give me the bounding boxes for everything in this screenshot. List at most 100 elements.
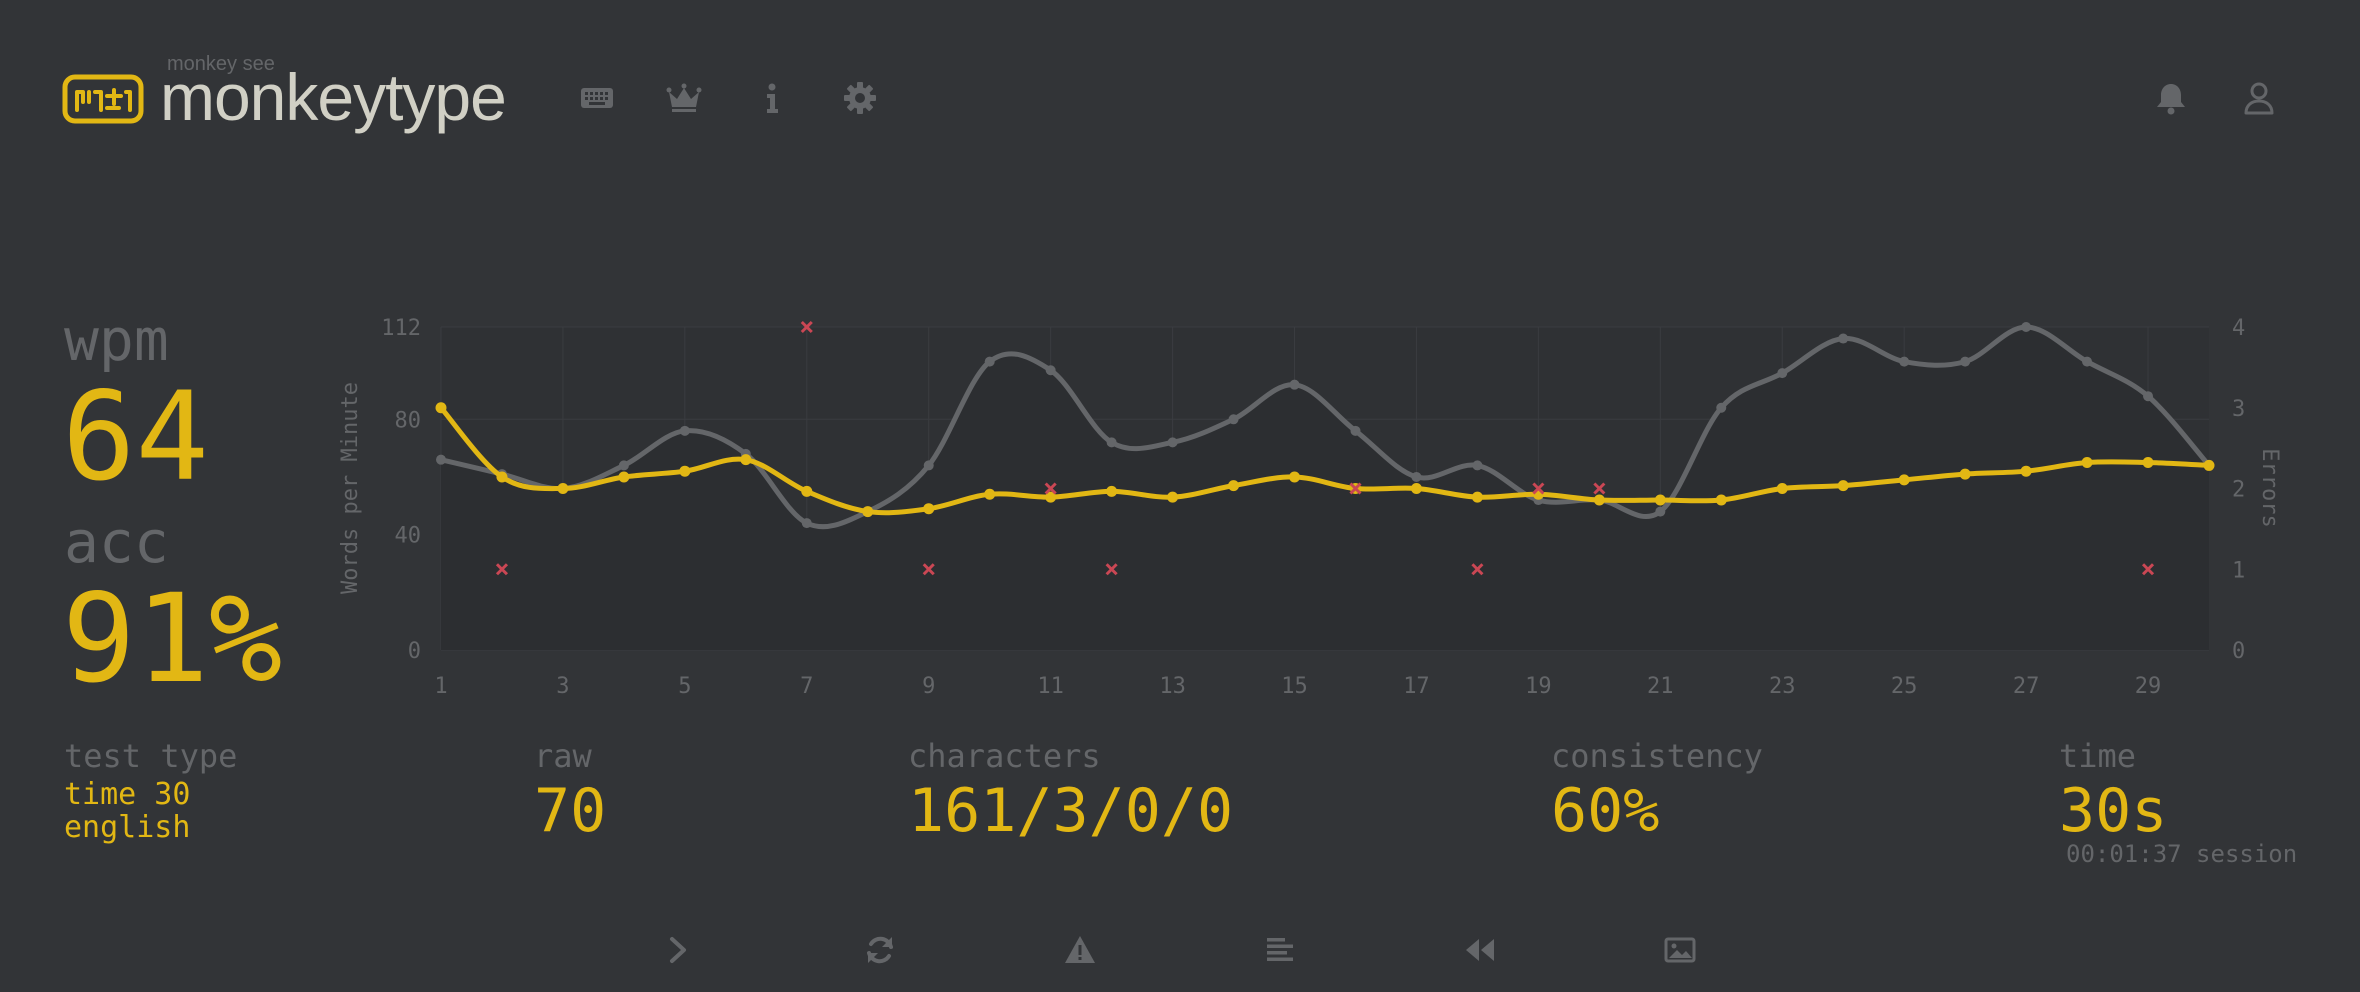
x-tick-label: 11 xyxy=(1037,674,1064,699)
raw-point xyxy=(679,425,690,436)
y-tick-label: 112 xyxy=(381,316,421,341)
brand-title[interactable]: monkeytype xyxy=(160,60,507,134)
wpm-point xyxy=(679,465,691,477)
x-tick-label: 9 xyxy=(922,674,935,699)
y2-tick-label: 4 xyxy=(2232,316,2245,341)
x-tick-label: 23 xyxy=(1769,674,1796,699)
error-marker xyxy=(1349,482,1362,495)
raw-label: raw xyxy=(534,737,592,775)
brand-subtitle: monkey see xyxy=(167,53,275,75)
wpm-point xyxy=(1654,494,1666,506)
wpm-point xyxy=(2142,457,2154,469)
raw-point xyxy=(1838,333,1849,344)
raw-point xyxy=(2082,356,2093,367)
time-value: 30s xyxy=(2059,776,2168,846)
wpm-point xyxy=(1471,491,1483,503)
consistency-value: 60% xyxy=(1551,776,1660,846)
x-tick-label: 25 xyxy=(1891,674,1918,699)
y-tick-label: 0 xyxy=(408,639,421,664)
y2-tick-label: 2 xyxy=(2232,478,2245,503)
gear-icon[interactable] xyxy=(840,78,880,118)
raw-point xyxy=(1899,356,1910,367)
raw-point xyxy=(1350,425,1361,436)
wpm-point xyxy=(923,503,935,515)
wpm-point xyxy=(618,471,630,483)
error-marker xyxy=(495,563,509,576)
next-test-icon[interactable] xyxy=(656,928,700,972)
raw-point xyxy=(1228,414,1239,425)
wpm-point xyxy=(435,402,447,414)
wpm-point xyxy=(496,471,508,483)
restart-icon[interactable] xyxy=(858,928,902,972)
test-type-mode: time 30 xyxy=(64,777,191,812)
wpm-point xyxy=(740,454,752,466)
wpm-point xyxy=(801,485,813,497)
crown-icon[interactable] xyxy=(664,78,704,118)
test-type-label: test type xyxy=(64,737,238,775)
y2-tick-label: 3 xyxy=(2232,397,2245,422)
raw-point xyxy=(1960,356,1971,367)
y-axis-title: Words per Minute xyxy=(338,382,363,594)
wpm-point xyxy=(1715,494,1727,506)
wpm-label: wpm xyxy=(64,306,169,374)
x-tick-label: 17 xyxy=(1403,674,1430,699)
x-tick-label: 1 xyxy=(434,674,447,699)
x-tick-label: 13 xyxy=(1159,674,1186,699)
wpm-point xyxy=(1898,474,1910,486)
replay-icon[interactable] xyxy=(1458,928,1502,972)
raw-point xyxy=(1655,506,1666,517)
raw-value: 70 xyxy=(534,776,607,846)
y2-axis-title: Errors xyxy=(2257,448,2282,527)
user-icon[interactable] xyxy=(2239,78,2279,118)
acc-label: acc xyxy=(64,508,169,576)
info-icon[interactable] xyxy=(752,78,792,118)
error-marker xyxy=(1593,482,1606,495)
x-tick-label: 27 xyxy=(2013,674,2040,699)
raw-point xyxy=(436,454,446,465)
raw-point xyxy=(1411,471,1422,482)
wpm-point xyxy=(1045,491,1057,503)
raw-point xyxy=(2021,322,2032,332)
raw-point xyxy=(1289,379,1300,390)
monkeytype-logo-icon[interactable] xyxy=(62,74,144,124)
error-marker xyxy=(1044,482,1057,495)
raw-area xyxy=(441,327,2209,650)
raw-point xyxy=(1777,368,1788,379)
y-tick-label: 80 xyxy=(395,408,422,433)
keyboard-icon[interactable] xyxy=(577,78,617,118)
test-type-language: english xyxy=(64,810,191,845)
error-marker xyxy=(1105,563,1118,576)
wpm-point xyxy=(557,483,569,494)
x-tick-label: 7 xyxy=(800,674,813,699)
raw-point xyxy=(801,518,812,529)
raw-point xyxy=(923,460,934,471)
wpm-point xyxy=(1959,468,1971,480)
error-marker xyxy=(1471,563,1484,576)
report-icon[interactable] xyxy=(1058,928,1102,972)
wpm-point xyxy=(1410,483,1422,494)
wpm-point xyxy=(2020,465,2032,477)
wpm-point xyxy=(1837,480,1849,492)
y2-tick-label: 1 xyxy=(2232,558,2245,583)
session-time: 00:01:37 session xyxy=(2066,840,2298,868)
raw-point xyxy=(618,460,629,471)
words-history-icon[interactable] xyxy=(1258,928,1302,972)
wpm-point xyxy=(1776,483,1788,494)
x-tick-label: 5 xyxy=(678,674,691,699)
error-marker xyxy=(922,563,935,576)
raw-point xyxy=(1106,437,1117,448)
wpm-point xyxy=(2203,459,2215,471)
wpm-point xyxy=(1106,485,1118,497)
x-tick-label: 19 xyxy=(1525,674,1552,699)
error-marker xyxy=(1532,482,1545,495)
bell-icon[interactable] xyxy=(2151,78,2191,118)
x-tick-label: 3 xyxy=(556,674,569,699)
characters-value: 161/3/0/0 xyxy=(908,776,1234,846)
acc-value: 91% xyxy=(62,568,283,710)
raw-point xyxy=(1045,365,1056,376)
screenshot-icon[interactable] xyxy=(1658,928,1702,972)
error-marker xyxy=(800,320,813,334)
wpm-point xyxy=(1289,471,1301,483)
wpm-point xyxy=(862,506,874,518)
